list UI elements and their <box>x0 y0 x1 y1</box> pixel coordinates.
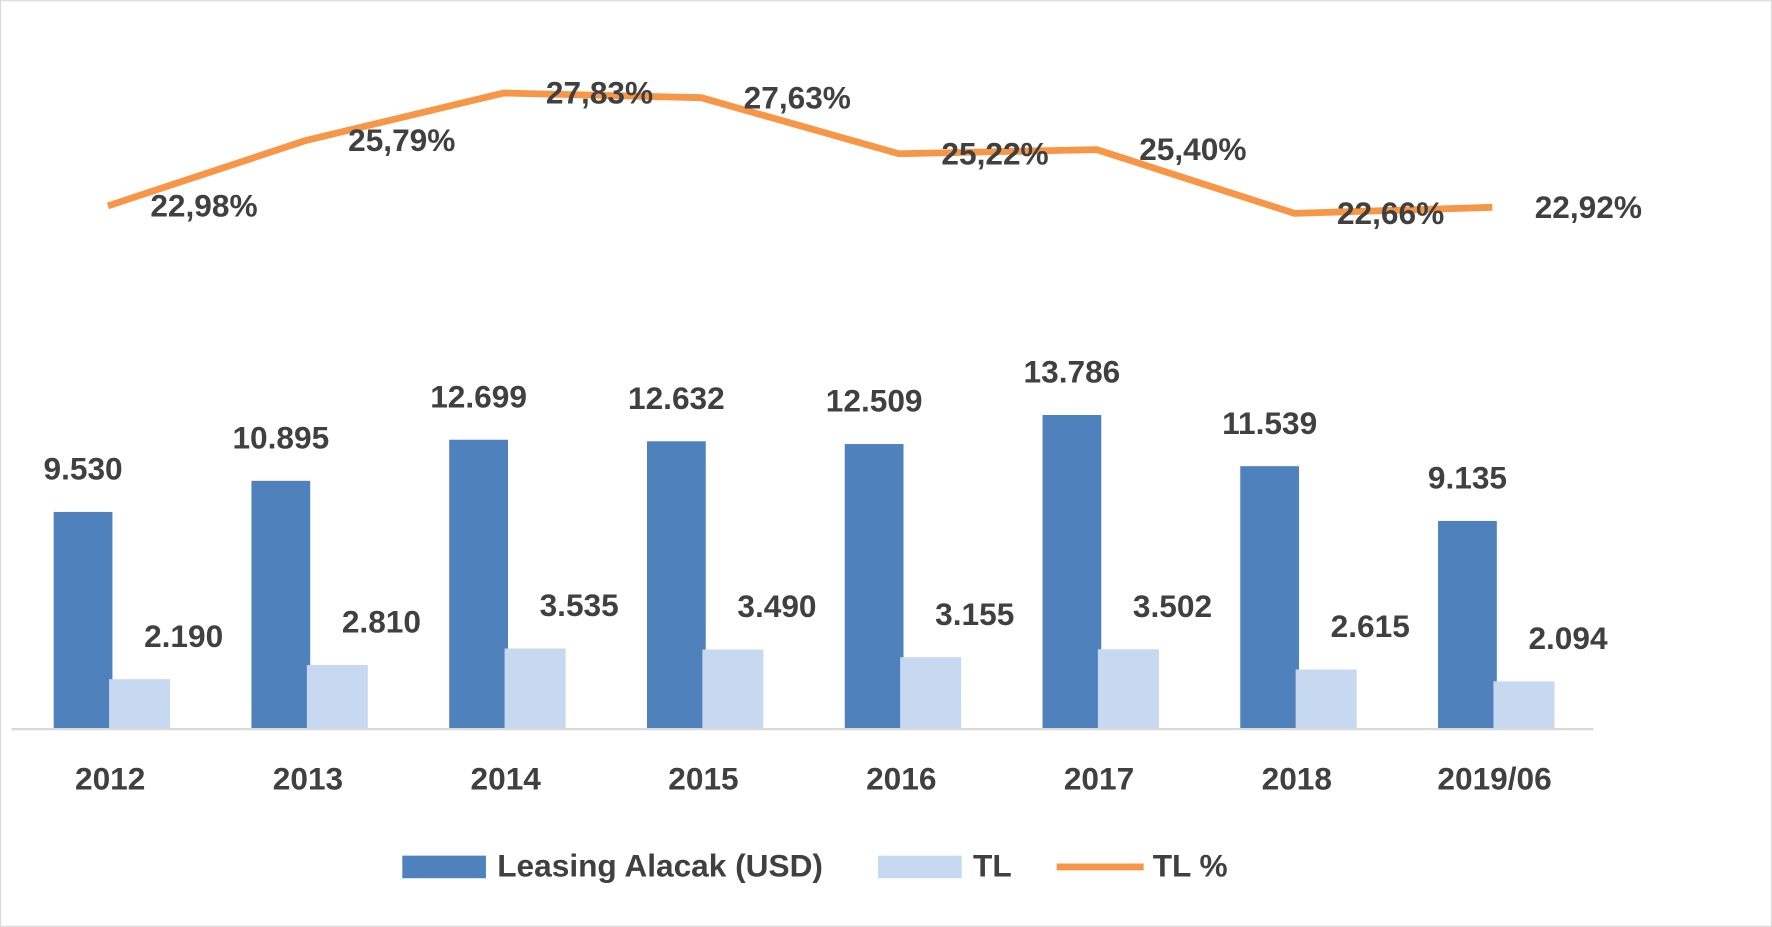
data-label: 9.135 <box>1428 460 1507 496</box>
data-label: 2.810 <box>342 604 421 640</box>
data-label: 22,98% <box>150 188 257 224</box>
data-label: 25,22% <box>941 135 1048 171</box>
data-label: 11.539 <box>1222 405 1317 441</box>
bar <box>449 439 508 730</box>
data-label: 2.094 <box>1528 620 1608 656</box>
x-tick-label: 2014 <box>471 760 542 796</box>
x-tick-label: 2015 <box>668 760 738 796</box>
data-label: 3.535 <box>540 587 619 623</box>
x-tick-label: 2013 <box>273 760 343 796</box>
data-label: 25,40% <box>1139 131 1246 167</box>
bar <box>900 657 962 730</box>
bar <box>109 679 171 730</box>
data-label: 22,92% <box>1535 189 1642 225</box>
legend-swatch <box>402 855 486 879</box>
data-label: 3.490 <box>737 588 816 624</box>
legend-label: Leasing Alacak (USD) <box>497 847 823 883</box>
data-label: 12.699 <box>430 378 527 414</box>
bar <box>251 480 311 730</box>
data-label: 10.895 <box>232 420 329 456</box>
legend-swatch <box>878 855 962 879</box>
data-label: 13.786 <box>1024 354 1121 390</box>
data-label: 27,63% <box>744 79 851 115</box>
data-label: 3.155 <box>935 596 1014 632</box>
data-label: 12.509 <box>826 383 923 419</box>
bar <box>1438 520 1497 730</box>
x-tick-label: 2018 <box>1262 760 1332 796</box>
line <box>106 89 1493 217</box>
bar <box>646 441 706 730</box>
x-tick-label: 2019/06 <box>1437 760 1551 796</box>
bar <box>1042 414 1102 730</box>
bar <box>702 649 764 730</box>
bar <box>1097 649 1159 730</box>
data-label: 12.632 <box>628 380 725 416</box>
data-label: 22,66% <box>1337 195 1444 231</box>
data-label: 25,79% <box>348 122 455 158</box>
data-label: 9.530 <box>43 451 122 487</box>
x-tick-label: 2017 <box>1064 760 1134 796</box>
data-label: 3.502 <box>1133 588 1212 624</box>
data-label: 2.190 <box>144 618 223 654</box>
bar <box>1493 681 1555 730</box>
bar <box>1240 466 1300 730</box>
bar <box>1295 669 1357 730</box>
x-tick-label: 2016 <box>866 760 936 796</box>
bar <box>306 665 368 730</box>
x-tick-label: 2012 <box>75 760 145 796</box>
legend-label: TL % <box>1153 847 1228 883</box>
data-label: 2.615 <box>1331 608 1410 644</box>
data-label: 27,83% <box>546 75 653 111</box>
legend-label: TL <box>973 847 1012 883</box>
bar <box>53 511 113 730</box>
bar <box>844 444 904 730</box>
bar <box>504 648 566 730</box>
